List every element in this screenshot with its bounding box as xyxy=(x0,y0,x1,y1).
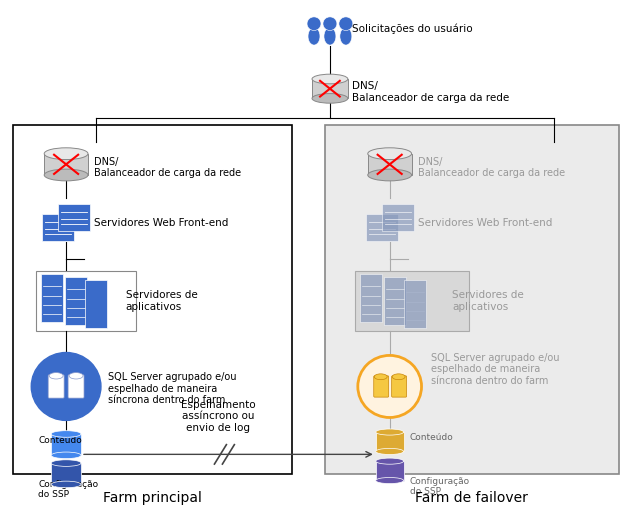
FancyBboxPatch shape xyxy=(366,214,398,241)
FancyBboxPatch shape xyxy=(68,375,84,398)
Circle shape xyxy=(358,355,421,417)
Circle shape xyxy=(32,352,101,420)
Text: SQL Server agrupado e/ou
espelhado de maneira
síncrona dentro do farm: SQL Server agrupado e/ou espelhado de ma… xyxy=(108,372,236,405)
FancyBboxPatch shape xyxy=(42,214,74,241)
Bar xyxy=(37,271,136,331)
Text: Servidores Web Front-end: Servidores Web Front-end xyxy=(418,218,552,228)
Text: Servidores de
aplicativos: Servidores de aplicativos xyxy=(452,291,524,312)
Polygon shape xyxy=(375,432,404,451)
Text: Configuração
do SSP: Configuração do SSP xyxy=(38,480,98,499)
Ellipse shape xyxy=(368,169,411,181)
Ellipse shape xyxy=(51,452,81,459)
Ellipse shape xyxy=(312,94,348,103)
Ellipse shape xyxy=(49,373,63,379)
Ellipse shape xyxy=(375,448,404,454)
Text: Configuração
do SSP: Configuração do SSP xyxy=(410,477,470,496)
FancyBboxPatch shape xyxy=(382,204,413,231)
Ellipse shape xyxy=(312,74,348,84)
Ellipse shape xyxy=(340,27,352,45)
Polygon shape xyxy=(51,463,81,484)
Text: Farm principal: Farm principal xyxy=(103,491,202,505)
Ellipse shape xyxy=(368,148,411,160)
Text: DNS/
Balanceador de carga da rede: DNS/ Balanceador de carga da rede xyxy=(94,157,241,178)
Polygon shape xyxy=(375,461,404,481)
Ellipse shape xyxy=(51,431,81,437)
FancyBboxPatch shape xyxy=(85,280,107,328)
Polygon shape xyxy=(368,154,411,175)
Circle shape xyxy=(323,17,337,30)
Polygon shape xyxy=(51,434,81,455)
FancyBboxPatch shape xyxy=(360,274,382,322)
Bar xyxy=(325,125,619,474)
Ellipse shape xyxy=(308,27,320,45)
FancyBboxPatch shape xyxy=(41,274,63,322)
Ellipse shape xyxy=(392,374,405,380)
Polygon shape xyxy=(44,154,88,175)
Circle shape xyxy=(339,17,353,30)
Text: Servidores de
aplicativos: Servidores de aplicativos xyxy=(126,291,198,312)
Text: Farm de failover: Farm de failover xyxy=(415,491,528,505)
Ellipse shape xyxy=(44,169,88,181)
Ellipse shape xyxy=(374,374,387,380)
Text: Servidores Web Front-end: Servidores Web Front-end xyxy=(94,218,228,228)
FancyBboxPatch shape xyxy=(48,375,64,398)
FancyBboxPatch shape xyxy=(404,280,425,328)
Text: Espelhamento
assíncrono ou
envio de log: Espelhamento assíncrono ou envio de log xyxy=(181,400,256,433)
Bar xyxy=(13,125,292,474)
Ellipse shape xyxy=(51,481,81,488)
Ellipse shape xyxy=(69,373,83,379)
FancyBboxPatch shape xyxy=(374,376,389,397)
Text: DNS/
Balanceador de carga da rede: DNS/ Balanceador de carga da rede xyxy=(418,157,564,178)
Text: SQL Server agrupado e/ou
espelhado de maneira
síncrona dentro do farm: SQL Server agrupado e/ou espelhado de ma… xyxy=(432,352,560,386)
FancyBboxPatch shape xyxy=(65,277,87,325)
FancyBboxPatch shape xyxy=(58,204,90,231)
Ellipse shape xyxy=(375,458,404,464)
FancyBboxPatch shape xyxy=(392,376,406,397)
Ellipse shape xyxy=(375,429,404,435)
Ellipse shape xyxy=(324,27,336,45)
Circle shape xyxy=(307,17,321,30)
Text: DNS/
Balanceador de carga da rede: DNS/ Balanceador de carga da rede xyxy=(352,81,509,102)
FancyBboxPatch shape xyxy=(384,277,406,325)
Ellipse shape xyxy=(51,460,81,466)
Text: Solicitações do usuário: Solicitações do usuário xyxy=(352,23,472,34)
Ellipse shape xyxy=(44,148,88,160)
Text: Conteúdo: Conteúdo xyxy=(410,433,454,443)
Text: Conteúdo: Conteúdo xyxy=(38,437,82,445)
Ellipse shape xyxy=(375,478,404,484)
Polygon shape xyxy=(312,79,348,98)
Bar xyxy=(355,271,469,331)
